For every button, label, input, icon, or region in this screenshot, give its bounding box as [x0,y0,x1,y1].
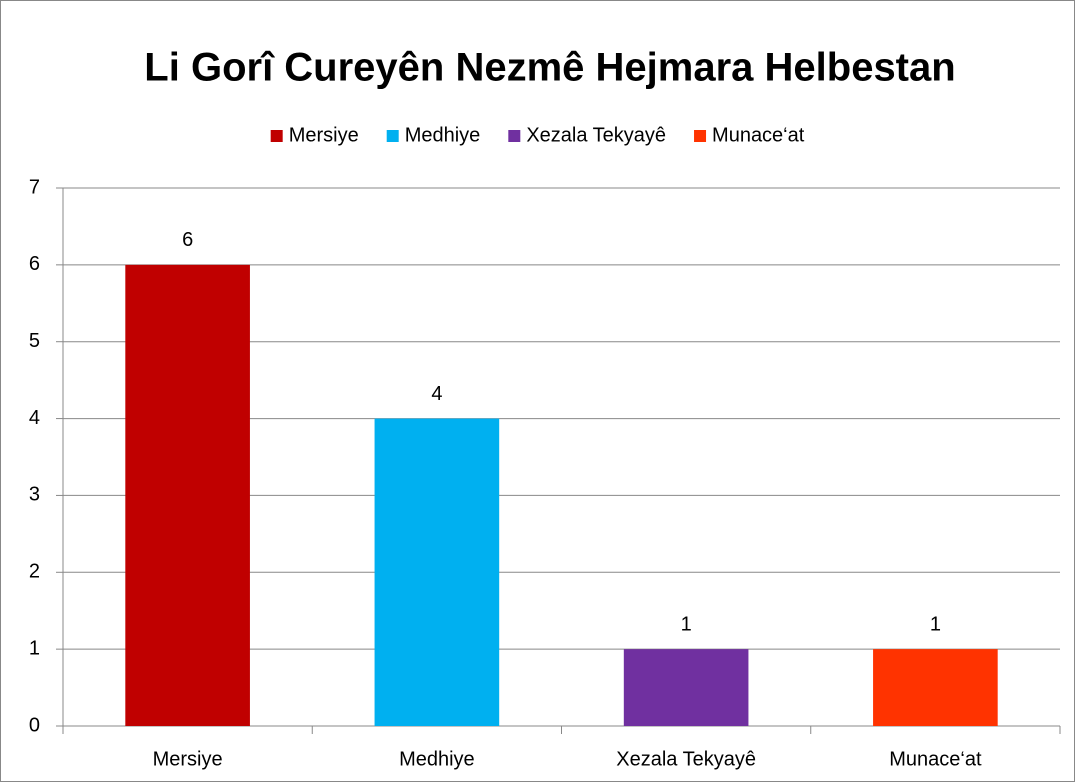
y-tick-label: 2 [29,561,40,583]
y-tick-label: 6 [29,253,40,275]
chart-title: Li Gorî Cureyên Nezmê Hejmara Helbestan [144,46,955,90]
bar [873,649,998,726]
value-label: 4 [431,383,442,405]
legend-swatch [694,130,707,142]
legend-label: Mersiye [289,124,359,146]
bar [623,649,749,726]
y-tick-label: 1 [29,637,40,659]
value-label: 1 [930,613,941,635]
x-tick-label: Mersiye [153,748,223,770]
bar [374,418,500,726]
y-tick-label: 4 [29,407,40,429]
value-label: 6 [182,229,193,251]
legend-label: Munace‘at [712,124,805,146]
legend-swatch [508,130,521,142]
y-tick-label: 0 [29,714,40,736]
legend-swatch [386,130,399,142]
y-tick-label: 3 [29,484,40,506]
legend-label: Medhiye [405,124,481,146]
y-tick-label: 7 [29,176,40,198]
y-tick-label: 5 [29,330,40,352]
bar [125,264,250,726]
x-tick-label: Munace‘at [889,748,982,770]
legend-label: Xezala Tekyayê [526,124,666,146]
x-tick-label: Xezala Tekyayê [616,748,756,770]
value-label: 1 [681,613,692,635]
x-tick-label: Medhiye [399,748,475,770]
legend-swatch [270,130,283,142]
